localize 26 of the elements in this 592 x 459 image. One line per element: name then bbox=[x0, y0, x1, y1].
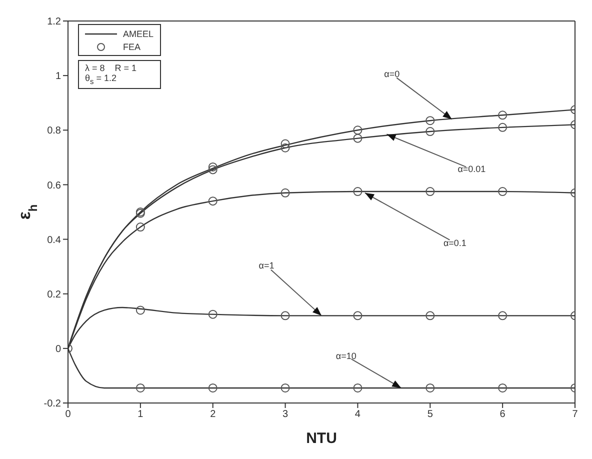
y-tick-label: 0.2 bbox=[47, 289, 62, 300]
annotation: α=0.01 bbox=[458, 164, 486, 174]
annotation: α=0.1 bbox=[443, 238, 466, 248]
annotation: α=1 bbox=[258, 260, 274, 271]
legend-label: AMEEL bbox=[123, 28, 154, 38]
y-tick-label: 0 bbox=[55, 344, 62, 355]
legend-label: FEA bbox=[123, 42, 141, 52]
x-tick-label: 4 bbox=[354, 409, 361, 420]
x-tick-label: 1 bbox=[138, 409, 144, 420]
y-tick-label: 0.6 bbox=[47, 180, 62, 192]
x-tick-label: 2 bbox=[210, 409, 216, 420]
x-tick-label: 7 bbox=[572, 409, 578, 420]
x-tick-label: 6 bbox=[500, 409, 506, 420]
y-tick-label: -0.2 bbox=[44, 398, 62, 410]
y-tick-label: 0.8 bbox=[47, 126, 62, 137]
x-tick-label: 5 bbox=[427, 409, 434, 420]
annotation: λ = 8 R = 1 bbox=[85, 63, 138, 73]
annotation: α=10 bbox=[336, 350, 356, 361]
x-tick-label: 3 bbox=[282, 409, 289, 420]
x-axis-title: NTU bbox=[306, 430, 337, 447]
annotation: θ$_{s}$ = 1.2 bbox=[85, 73, 118, 86]
y-tick-label: 0.4 bbox=[47, 234, 62, 246]
y-tick-label: 1 bbox=[55, 71, 62, 82]
x-tick-label: 0 bbox=[65, 409, 72, 420]
y-tick-label: 1.2 bbox=[47, 16, 62, 28]
annotation: α=0 bbox=[384, 69, 400, 80]
